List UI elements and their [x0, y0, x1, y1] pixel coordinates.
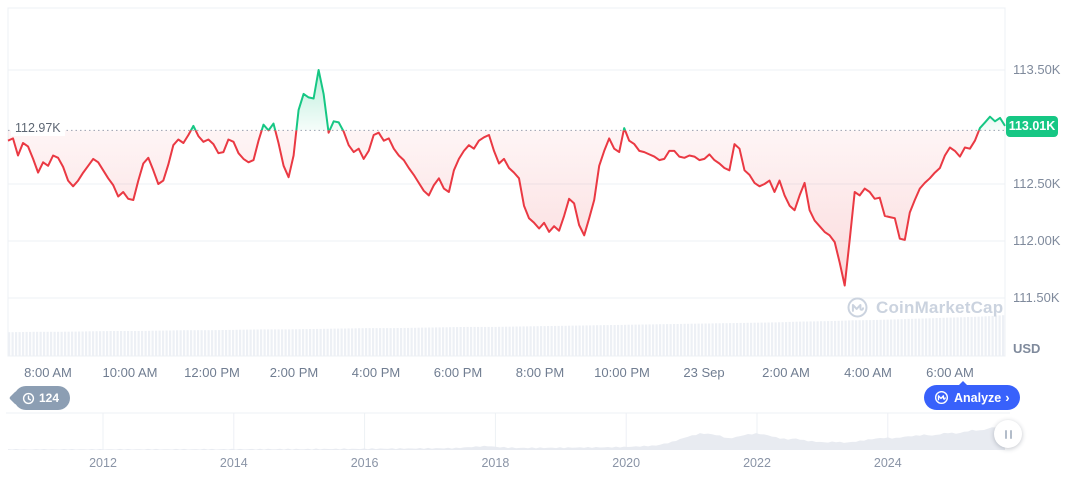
y-tick-label: 111.50K — [1013, 290, 1060, 305]
x-tick-label: 10:00 AM — [102, 365, 158, 380]
navigator-year-label: 2020 — [612, 456, 641, 470]
navigator-year-label: 2012 — [89, 456, 117, 470]
x-tick-label: 2:00 PM — [269, 365, 319, 380]
x-tick-label: 2:00 AM — [762, 365, 810, 380]
chevron-right-icon: › — [1005, 390, 1010, 405]
navigator-year-label: 2024 — [873, 456, 902, 470]
handle-grip-bar — [1004, 429, 1007, 439]
watermark: CoinMarketCap — [846, 296, 1003, 319]
x-tick-label: 6:00 PM — [433, 365, 483, 380]
x-tick-label: 8:00 PM — [515, 365, 565, 380]
navigator-handle[interactable] — [994, 420, 1022, 448]
history-clock-icon — [22, 392, 35, 404]
y-axis-unit: USD — [1013, 341, 1041, 356]
navigator-year-label: 2014 — [219, 456, 248, 470]
handle-grip-bar — [1009, 429, 1012, 439]
navigator-year-label: 2016 — [350, 456, 379, 470]
analyze-button[interactable]: Analyze › — [924, 381, 1020, 410]
coinmarketcap-logo-icon — [847, 297, 868, 318]
y-tick-label: 113.50K — [1013, 62, 1061, 77]
y-tick-label: 112.50K — [1013, 176, 1061, 191]
x-tick-label: 6:00 AM — [926, 365, 974, 380]
x-tick-label: 4:00 PM — [351, 365, 401, 380]
baseline-price-label: 112.97K — [11, 120, 65, 137]
history-count-badge[interactable]: 124 — [14, 386, 71, 410]
x-tick-label: 8:00 AM — [24, 365, 72, 380]
history-count: 124 — [39, 391, 60, 405]
last-price-badge: 113.01K — [1006, 115, 1058, 137]
x-tick-label: 12:00 PM — [184, 365, 240, 380]
x-tick-label: 10:00 PM — [594, 365, 650, 380]
x-tick-label: 23 Sep — [683, 365, 725, 380]
x-tick-label: 4:00 AM — [844, 365, 892, 380]
coinmarketcap-logo-icon — [934, 390, 949, 405]
watermark-text: CoinMarketCap — [876, 297, 1004, 317]
y-tick-label: 112.00K — [1013, 233, 1061, 248]
analyze-label: Analyze — [954, 390, 1002, 405]
navigator-year-label: 2018 — [481, 456, 510, 470]
navigator-year-label: 2022 — [743, 456, 771, 470]
